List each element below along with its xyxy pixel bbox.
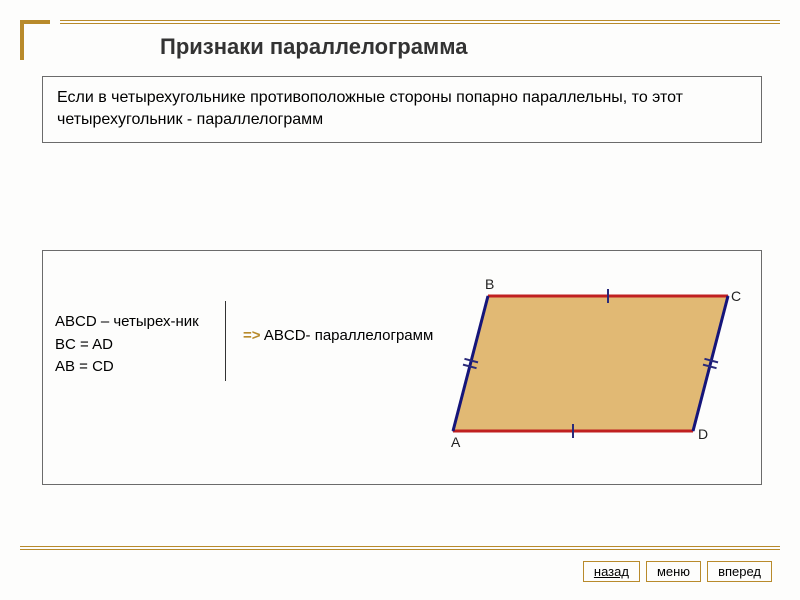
top-rule [60,20,780,24]
svg-text:D: D [698,426,708,442]
given-block: ABCD – четырех-ник BC = AD AB = CD [55,311,199,379]
proof-box: ABCD – четырех-ник BC = AD AB = CD => AB… [42,250,762,485]
given-line-3: AB = CD [55,356,199,379]
bottom-rule [20,546,780,550]
menu-button[interactable]: меню [646,561,701,582]
svg-text:C: C [731,288,741,304]
svg-text:B: B [485,276,494,292]
parallelogram-figure: A B C D [433,271,743,451]
theorem-box: Если в четырехугольнике противоположные … [42,76,762,143]
back-button[interactable]: назад [583,561,640,582]
page-title: Признаки параллелограмма [160,34,467,60]
svg-text:A: A [451,434,461,450]
given-line-2: BC = AD [55,334,199,357]
conclusion-text: ABCD- параллелограмм [264,327,433,344]
forward-button[interactable]: вперед [707,561,772,582]
conclusion-block: => ABCD- параллелограмм [243,327,433,344]
corner-ornament [20,20,50,60]
theorem-text: Если в четырехугольнике противоположные … [57,89,683,128]
implies-arrow: => [243,327,261,344]
given-line-1: ABCD – четырех-ник [55,311,199,334]
separator-line [225,301,226,381]
nav-bar: назад меню вперед [583,561,772,582]
slide: Признаки параллелограмма Если в четыреху… [0,0,800,600]
